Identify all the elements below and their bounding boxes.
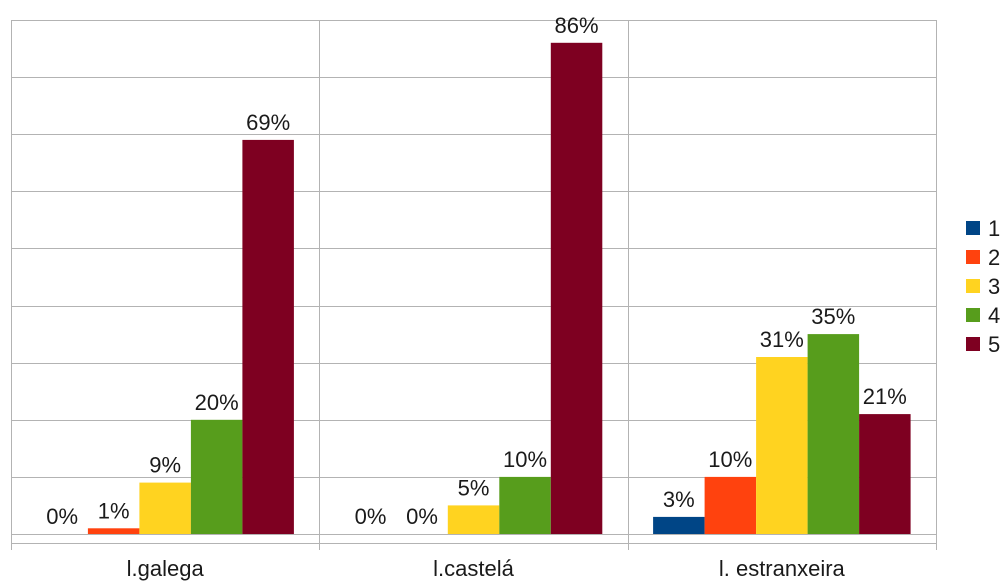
bar bbox=[87, 528, 140, 534]
data-label: 9% bbox=[149, 453, 181, 478]
bars bbox=[87, 42, 911, 535]
bar bbox=[499, 476, 551, 534]
legend-label: 1 bbox=[988, 216, 1000, 241]
data-label: 0% bbox=[46, 504, 78, 529]
legend-swatch bbox=[966, 337, 980, 351]
x-tick-label: l. estranxeira bbox=[719, 556, 846, 581]
bar bbox=[190, 419, 243, 534]
legend-label: 3 bbox=[988, 274, 1000, 299]
bar bbox=[807, 334, 860, 534]
bar bbox=[704, 476, 757, 534]
bar bbox=[242, 139, 294, 534]
legend-label: 4 bbox=[988, 303, 1000, 328]
legend-swatch bbox=[966, 308, 980, 322]
data-label: 86% bbox=[554, 13, 598, 38]
data-label: 21% bbox=[863, 384, 907, 409]
data-label: 20% bbox=[195, 390, 239, 415]
legend-item: 2 bbox=[966, 245, 1000, 270]
data-label: 35% bbox=[811, 304, 855, 329]
bar bbox=[447, 505, 500, 534]
data-label: 5% bbox=[458, 475, 490, 500]
bar bbox=[653, 516, 705, 534]
data-label: 1% bbox=[98, 498, 130, 523]
legend-item: 4 bbox=[966, 303, 1000, 328]
legend: 1 2 3 4 5 bbox=[966, 216, 1000, 357]
x-tick-label: l.galega bbox=[127, 556, 205, 581]
bar bbox=[756, 357, 808, 534]
legend-item: 5 bbox=[966, 332, 1000, 357]
x-axis: l.galega l.castelá l. estranxeira bbox=[11, 20, 937, 581]
legend-swatch bbox=[966, 221, 980, 235]
legend-swatch bbox=[966, 250, 980, 264]
data-label: 10% bbox=[708, 447, 752, 472]
legend-swatch bbox=[966, 279, 980, 293]
data-label: 0% bbox=[355, 504, 387, 529]
data-label: 0% bbox=[406, 504, 438, 529]
legend-label: 2 bbox=[988, 245, 1000, 270]
data-label: 3% bbox=[663, 487, 695, 512]
data-label: 69% bbox=[246, 110, 290, 135]
bar bbox=[859, 414, 911, 534]
data-label: 31% bbox=[760, 327, 804, 352]
gridlines bbox=[11, 20, 936, 535]
legend-item: 1 bbox=[966, 216, 1000, 241]
legend-label: 5 bbox=[988, 332, 1000, 357]
data-labels: 0% 0% 3% 1% 0% 10% 9% 5% 31% 20% 10% 35% 69% 86% 21% bbox=[46, 13, 907, 529]
x-tick-label: l.castelá bbox=[433, 556, 514, 581]
legend-item: 3 bbox=[966, 274, 1000, 299]
bar bbox=[550, 42, 603, 535]
data-label: 10% bbox=[503, 447, 547, 472]
bar bbox=[139, 482, 191, 534]
